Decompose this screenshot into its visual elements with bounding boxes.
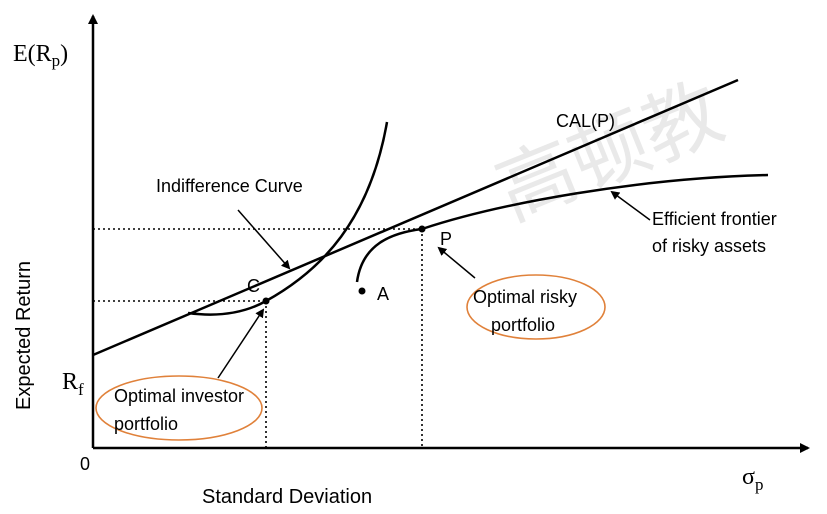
cal-label: CAL(P): [556, 111, 615, 131]
rf-label-sub: f: [78, 380, 84, 399]
optimal-investor-arrow: [217, 308, 265, 379]
indifference-curve-label: Indifference Curve: [156, 176, 303, 196]
x-axis-symbol-main: σ: [742, 464, 755, 490]
y-axis-symbol: E(Rp): [13, 41, 68, 70]
optimal-risky-label-line1: Optimal risky: [473, 287, 577, 307]
y-axis-symbol-main: E(R: [13, 41, 52, 67]
y-axis-symbol-sub: p: [52, 51, 61, 70]
optimal-investor-ellipse: [95, 375, 263, 441]
efficient-frontier-arrow: [610, 190, 651, 221]
indifference-curve-arrow: [237, 209, 291, 270]
x-axis-symbol-sub: p: [755, 475, 764, 494]
optimal-risky-arrow: [437, 246, 476, 279]
point-a-label: A: [377, 284, 389, 304]
optimal-investor-label-line1: Optimal investor: [114, 386, 244, 406]
y-axis-symbol-close: ): [60, 41, 68, 67]
rf-label: Rf: [62, 369, 84, 399]
optimal-investor-label-line2: portfolio: [114, 414, 178, 434]
efficient-frontier-label-line2: of risky assets: [652, 236, 766, 256]
x-axis-title: Standard Deviation: [202, 486, 372, 508]
indifference-curve: [187, 121, 389, 316]
rf-label-main: R: [62, 369, 78, 395]
origin-label: 0: [80, 454, 90, 474]
x-axis-symbol: σp: [742, 464, 763, 494]
point-c-label: C: [247, 276, 260, 296]
point-a-dot: [358, 287, 366, 295]
guide-lines: [93, 228, 423, 448]
efficient-frontier-label-line1: Efficient frontier: [652, 209, 777, 229]
optimal-risky-label-line2: portfolio: [491, 315, 555, 335]
point-p-label: P: [440, 229, 452, 249]
y-axis-title: Expected Return: [13, 261, 35, 410]
point-p-dot: [418, 225, 426, 233]
optimal-risky-ellipse: [466, 274, 606, 340]
cal-line: [92, 78, 739, 357]
efficient-frontier-curve: [355, 173, 769, 283]
point-c-dot: [262, 297, 270, 305]
